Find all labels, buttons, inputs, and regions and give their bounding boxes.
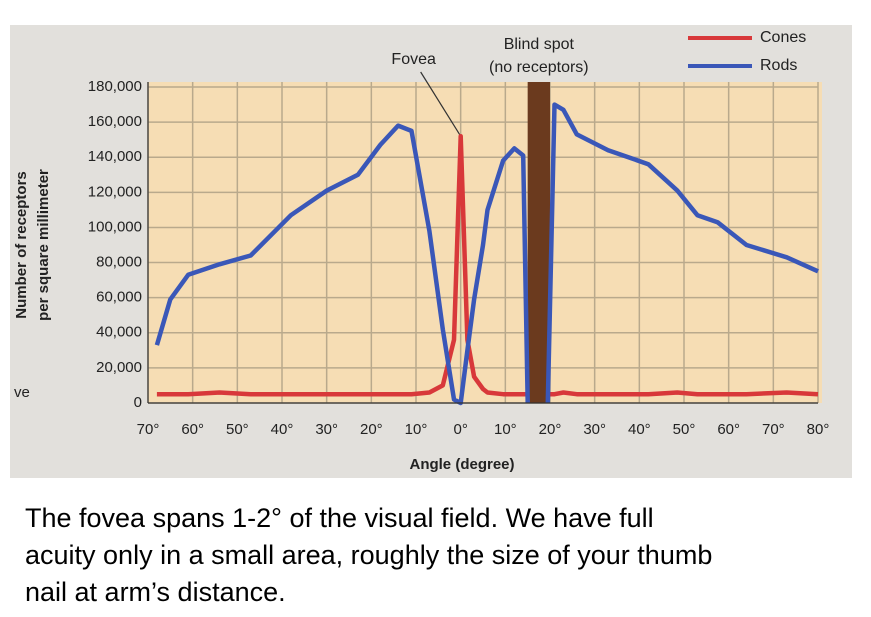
y-axis-label: per square millimeter: [35, 169, 52, 321]
x-tick-label: 30°: [583, 421, 606, 438]
y-tick-label: 0: [134, 394, 142, 411]
series-line: [154, 102, 819, 406]
annotation: (no receptors): [489, 59, 589, 76]
y-tick-label: 160,000: [88, 113, 142, 130]
annotation: Fovea: [391, 51, 436, 68]
x-tick-label: 10°: [494, 421, 517, 438]
x-tick-label: 20°: [539, 421, 562, 438]
x-tick-label: 40°: [271, 421, 294, 438]
x-tick-label: 0°: [453, 421, 467, 438]
x-tick-label: 80°: [807, 421, 830, 438]
y-tick-label: 140,000: [88, 148, 142, 165]
cropped-text: ve: [14, 384, 30, 401]
x-tick-label: 50°: [673, 421, 696, 438]
x-tick-label: 10°: [405, 421, 428, 438]
x-tick-label: 70°: [137, 421, 160, 438]
x-tick-label: 60°: [717, 421, 740, 438]
series-line: [156, 133, 819, 397]
y-axis-label: Number of receptors: [13, 171, 30, 319]
y-tick-label: 120,000: [88, 183, 142, 200]
legend-label: Cones: [760, 29, 806, 46]
x-tick-label: 60°: [181, 421, 204, 438]
annotation-arrow: [420, 71, 462, 137]
y-tick-label: 80,000: [96, 254, 142, 271]
x-tick-label: 70°: [762, 421, 785, 438]
caption-line: nail at arm’s distance.: [25, 577, 286, 607]
x-tick-label: 30°: [315, 421, 338, 438]
caption-line: acuity only in a small area, roughly the…: [25, 540, 712, 570]
y-tick-label: 60,000: [96, 289, 142, 306]
x-tick-label: 50°: [226, 421, 249, 438]
caption-line: The fovea spans 1-2° of the visual field…: [25, 503, 654, 533]
y-tick-label: 20,000: [96, 359, 142, 376]
x-tick-label: 40°: [628, 421, 651, 438]
y-tick-label: 40,000: [96, 324, 142, 341]
annotation: Blind spot: [504, 36, 575, 53]
x-tick-label: 20°: [360, 421, 383, 438]
y-tick-label: 180,000: [88, 78, 142, 95]
blind-spot-band: [527, 82, 550, 403]
y-tick-label: 100,000: [88, 218, 142, 235]
legend-label: Rods: [760, 57, 797, 74]
x-axis-label: Angle (degree): [409, 456, 514, 473]
